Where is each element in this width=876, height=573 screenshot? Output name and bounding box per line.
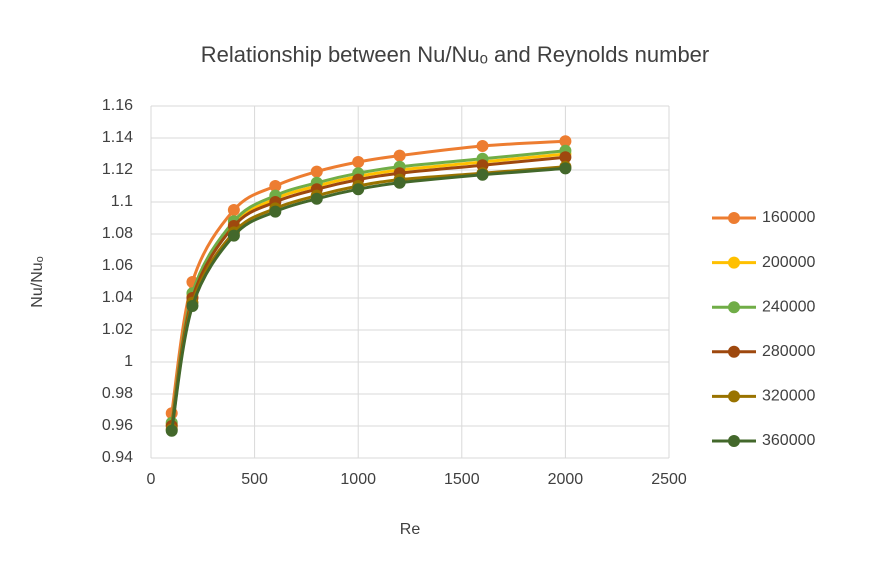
y-tick-label: 1.16 [102, 97, 133, 114]
x-tick-label: 500 [241, 471, 268, 488]
y-tick-label: 1.08 [102, 225, 133, 242]
chart-title: Relationship between Nu/Nuₒ and Reynolds… [201, 42, 710, 67]
data-point [186, 300, 198, 312]
x-tick-label: 0 [147, 471, 156, 488]
data-point [311, 193, 323, 205]
legend-marker [728, 435, 740, 447]
data-point [166, 425, 178, 437]
x-axis-label: Re [400, 521, 421, 538]
legend-marker [728, 301, 740, 313]
y-tick-label: 0.94 [102, 449, 133, 466]
legend-marker [728, 212, 740, 224]
series-line [172, 151, 566, 423]
legend-marker [728, 346, 740, 358]
legend-label: 200000 [762, 254, 815, 271]
legend-label: 160000 [762, 209, 815, 226]
y-tick-label: 0.96 [102, 417, 133, 434]
x-tick-label: 1500 [444, 471, 480, 488]
y-tick-label: 1.14 [102, 129, 133, 146]
y-tick-label: 1.12 [102, 161, 133, 178]
x-tick-label: 1000 [340, 471, 376, 488]
legend-label: 320000 [762, 388, 815, 405]
y-tick-label: 1 [124, 353, 133, 370]
data-point [228, 204, 240, 216]
data-point [477, 140, 489, 152]
legend-label: 360000 [762, 432, 815, 449]
legend-label: 280000 [762, 343, 815, 360]
chart: Relationship between Nu/Nuₒ and Reynolds… [0, 0, 876, 573]
y-tick-label: 1.04 [102, 289, 133, 306]
data-point [269, 206, 281, 218]
legend-marker [728, 390, 740, 402]
y-tick-label: 0.98 [102, 385, 133, 402]
y-tick-label: 1.06 [102, 257, 133, 274]
y-tick-label: 1.02 [102, 321, 133, 338]
data-point [311, 166, 323, 178]
data-point [352, 183, 364, 195]
legend-marker [728, 257, 740, 269]
series-line [172, 154, 566, 424]
data-point [352, 156, 364, 168]
data-point [559, 162, 571, 174]
series-line [172, 157, 566, 426]
y-axis-label: Nu/Nuₒ [29, 256, 46, 307]
x-tick-label: 2500 [651, 471, 687, 488]
data-point [394, 150, 406, 162]
series-line [172, 141, 566, 413]
legend-label: 240000 [762, 298, 815, 315]
y-tick-label: 1.1 [111, 193, 133, 210]
data-point [228, 230, 240, 242]
data-point [477, 169, 489, 181]
x-tick-label: 2000 [548, 471, 584, 488]
data-point [394, 177, 406, 189]
